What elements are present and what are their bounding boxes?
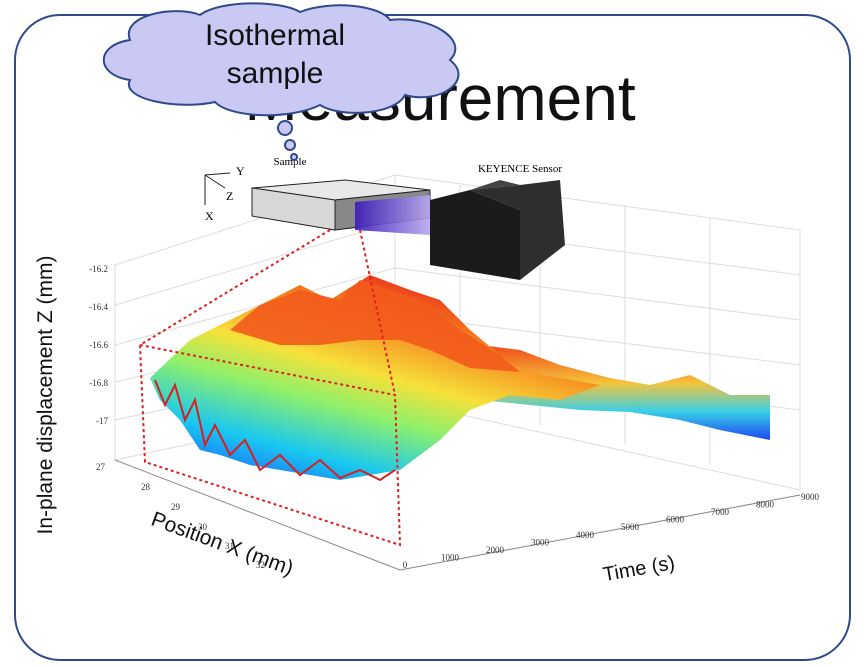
callout-line: Isothermal	[205, 19, 345, 52]
position-tick-label: 30	[198, 522, 208, 532]
time-tick-label: 3000	[531, 537, 550, 547]
z-tick-label: -16.6	[89, 340, 108, 350]
time-tick-label: 1000	[441, 552, 460, 562]
z-axis-label: In-plane displacement Z (mm)	[34, 256, 57, 535]
position-tick-label: 27	[96, 462, 106, 472]
z-tick-label: -16.4	[89, 302, 108, 312]
sensor-label: KEYENCE Sensor	[478, 163, 562, 175]
time-tick-label: 4000	[576, 530, 595, 540]
sample-label: Sample	[274, 156, 307, 168]
position-tick-label: 28	[141, 482, 151, 492]
axis-letter: Z	[226, 189, 233, 203]
position-tick-label: 32	[256, 560, 265, 570]
callout-line: sample	[227, 57, 324, 90]
axis-letter: Y	[236, 164, 245, 178]
position-tick-label: 29	[171, 502, 181, 512]
time-tick-label: 0	[403, 560, 408, 570]
surface	[150, 275, 770, 482]
slice-link	[139, 229, 331, 346]
slice-link	[359, 229, 396, 396]
sample-illustration	[251, 179, 431, 235]
sensor-illustration	[430, 180, 565, 280]
time-tick-label: 2000	[486, 545, 505, 555]
time-tick-label: 6000	[666, 515, 685, 525]
position-tick-label: 31	[225, 541, 234, 551]
z-tick-label: -16.8	[89, 378, 108, 388]
time-tick-label: 8000	[756, 500, 775, 510]
time-tick-label: 5000	[621, 522, 640, 532]
slice-outline	[138, 343, 402, 547]
axis-letter: X	[205, 209, 214, 223]
time-tick-label: 9000	[801, 492, 820, 502]
axes-triad	[204, 172, 231, 205]
thought-callout	[102, 2, 460, 161]
z-tick-label: -16.2	[89, 264, 108, 274]
z-tick-label: -17	[96, 416, 108, 426]
time-tick-label: 7000	[711, 507, 730, 517]
